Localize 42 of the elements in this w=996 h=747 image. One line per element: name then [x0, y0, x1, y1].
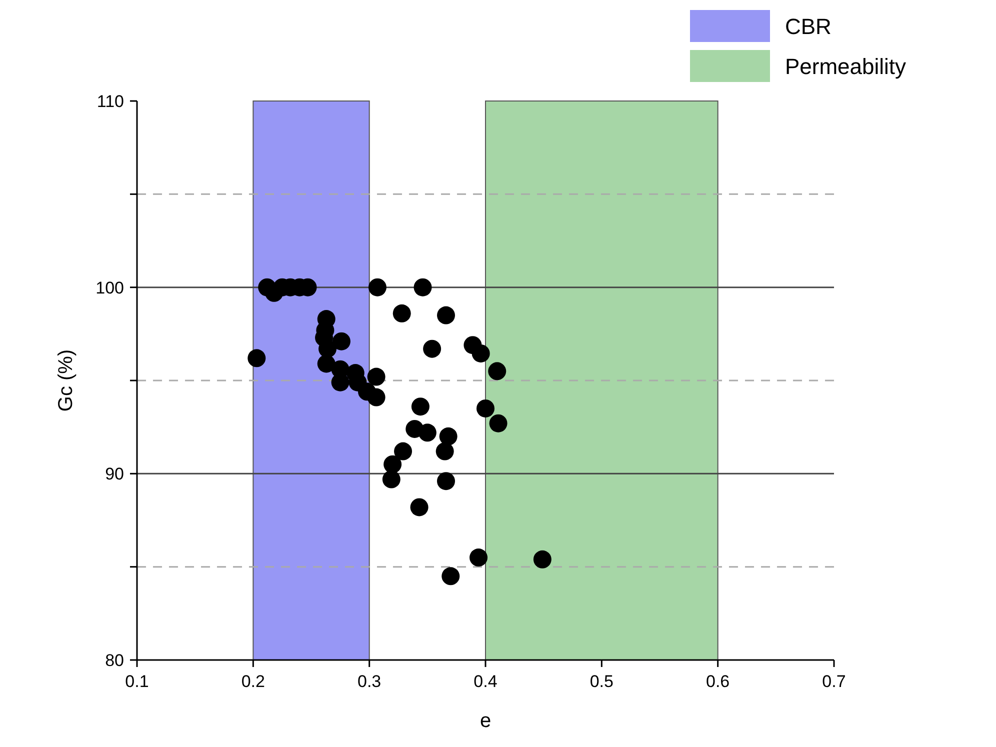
- point: [470, 548, 488, 567]
- point: [533, 550, 552, 568]
- x-tick-label: 0.7: [822, 672, 846, 691]
- point: [392, 304, 411, 322]
- point: [382, 470, 400, 488]
- point: [394, 442, 412, 460]
- x-tick-label: 0.2: [241, 672, 265, 691]
- point: [423, 340, 442, 358]
- y-tick-label: 100: [96, 278, 124, 298]
- y-axis-title: Gc (%): [55, 349, 77, 412]
- point: [418, 424, 436, 442]
- point: [437, 472, 456, 490]
- x-tick-label: 0.6: [706, 672, 730, 691]
- point: [439, 427, 458, 446]
- point: [476, 399, 494, 418]
- x-tick-label: 0.4: [474, 672, 498, 691]
- point: [489, 414, 508, 432]
- point: [248, 349, 266, 368]
- point: [437, 306, 456, 324]
- point: [414, 278, 432, 296]
- x-tick-label: 0.5: [590, 672, 614, 691]
- x-tick-label: 0.3: [358, 672, 382, 691]
- y-tick-label: 110: [96, 92, 124, 111]
- point: [367, 368, 386, 386]
- point: [317, 354, 336, 373]
- point: [368, 278, 386, 296]
- y-tick-label: 90: [105, 464, 124, 484]
- point: [367, 388, 386, 406]
- point: [436, 442, 454, 460]
- point: [488, 362, 506, 380]
- x-axis-title: e: [480, 710, 492, 732]
- point: [411, 398, 430, 416]
- x-tick-label: 0.1: [125, 672, 149, 691]
- point: [442, 567, 460, 586]
- point: [472, 344, 490, 362]
- point: [318, 340, 337, 358]
- point: [410, 498, 428, 516]
- legend-label: CBR: [785, 14, 832, 39]
- y-tick-label: 80: [105, 651, 124, 670]
- point: [332, 332, 350, 350]
- legend-label: Permeability: [785, 54, 906, 79]
- point: [384, 455, 402, 474]
